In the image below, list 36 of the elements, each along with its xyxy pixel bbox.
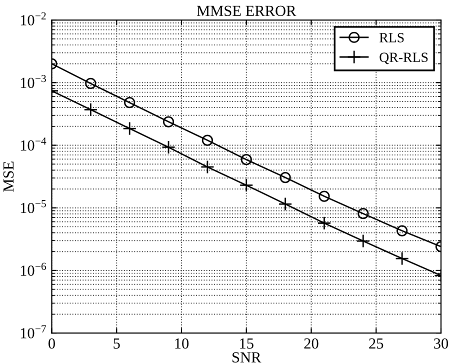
point (240, 154, 252, 166)
y-tick-label: 10$^{−4}$ (20, 138, 46, 151)
y-tick-label: 10$^{−3}$ (20, 74, 46, 88)
y-tick-label: 10$^{−6}$ (20, 262, 46, 276)
x-tick-label: 25 (369, 338, 384, 349)
point (84, 102, 98, 117)
x-tick-label: 5 (114, 338, 120, 349)
point (202, 134, 214, 146)
point (395, 252, 410, 266)
point (162, 116, 174, 128)
point (358, 208, 369, 220)
legend-label: QR-RLS (380, 52, 428, 64)
y-tick-label: 10$^{−5}$ (20, 200, 46, 214)
x-tick-label: 0 (48, 338, 55, 349)
point (162, 140, 176, 154)
point (239, 178, 254, 192)
point (280, 172, 291, 184)
point (278, 197, 292, 211)
point (396, 225, 408, 236)
y-axis-title: MSE (3, 162, 14, 192)
legend-label: RLS (380, 33, 404, 42)
x-axis-title: SNR (232, 352, 262, 363)
chart-title: MMSE ERROR (196, 6, 296, 16)
point (85, 78, 96, 90)
x-tick-label: 20 (304, 338, 318, 349)
point (122, 122, 137, 136)
point (318, 190, 330, 202)
x-tick-label: 10 (175, 338, 189, 349)
point (356, 234, 370, 248)
y-tick-label: 10$^{−2}$ (20, 12, 46, 26)
point (124, 97, 136, 108)
y-tick-label: 10$^{−7}$ (20, 325, 46, 338)
x-tick-label: 15 (240, 338, 254, 349)
point (317, 216, 332, 230)
x-tick-label: 30 (434, 338, 448, 349)
point (200, 160, 214, 174)
